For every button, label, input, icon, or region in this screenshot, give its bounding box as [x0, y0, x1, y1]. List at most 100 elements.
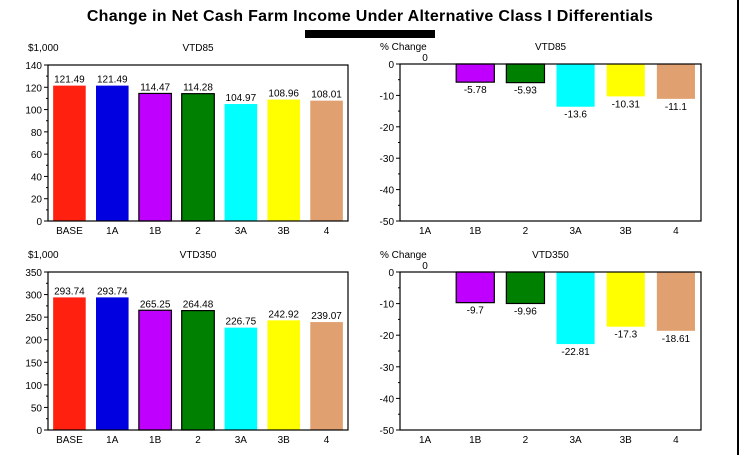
data-label: 242.92	[268, 309, 299, 320]
x-tick-label: 3B	[278, 435, 291, 446]
plot-frame	[47, 64, 349, 222]
x-tick-label: 3A	[569, 435, 582, 446]
x-tick-label: 1B	[469, 226, 482, 237]
y-tick-label: 120	[25, 83, 42, 94]
x-tick-label: BASE	[56, 435, 83, 446]
bar-3A	[224, 104, 258, 221]
bar-3B	[267, 99, 300, 221]
bar-1B	[455, 63, 495, 83]
x-tick-label: 2	[195, 435, 201, 446]
data-label: 114.28	[183, 83, 213, 94]
bar-3B	[606, 272, 645, 327]
data-label: -18.61	[662, 334, 691, 345]
y-tick-label: 150	[25, 358, 42, 369]
data-label: -5.78	[464, 85, 487, 96]
data-label: 108.96	[268, 89, 299, 100]
bar-1B	[138, 92, 173, 222]
x-tick-label: 4	[324, 435, 330, 446]
chart-title: VTD350	[532, 250, 569, 261]
bar-2	[181, 310, 215, 431]
title-underline-bar	[305, 30, 435, 38]
y-tick-label: 20	[31, 195, 43, 206]
bar-4	[310, 322, 343, 430]
x-tick-label: 1A	[106, 435, 119, 446]
x-tick-label: 1A	[106, 226, 119, 237]
data-label: 0	[422, 261, 428, 272]
y-tick-label: -30	[380, 154, 395, 165]
y-tick-label: 140	[25, 61, 42, 72]
data-label: -17.3	[614, 330, 637, 341]
y-tick-label: 100	[25, 106, 42, 117]
data-label: 293.74	[54, 286, 85, 297]
y-tick-label: -40	[380, 394, 395, 405]
y-tick-label: 0	[388, 60, 394, 71]
x-tick-label: 1A	[419, 226, 432, 237]
bar-2	[181, 93, 215, 222]
chart-title: VTD350	[180, 250, 217, 261]
y-tick-label: -20	[380, 331, 395, 342]
y-tick-label: -30	[380, 363, 395, 374]
y-tick-label: 0	[36, 426, 42, 437]
bar-3A	[224, 327, 258, 430]
y-tick-label: 100	[25, 381, 42, 392]
y-tick-label: 50	[31, 403, 43, 414]
bar-BASE	[53, 297, 86, 430]
bar-BASE	[53, 85, 86, 221]
bar-4	[656, 272, 695, 331]
y-tick-label: 350	[25, 268, 42, 279]
x-tick-label: 3A	[569, 226, 582, 237]
x-tick-label: 3A	[235, 226, 248, 237]
data-label: 108.01	[311, 90, 342, 101]
y-axis-label: % Change	[380, 42, 427, 53]
right-border-line	[737, 0, 739, 455]
data-label: -22.81	[561, 347, 590, 358]
data-label: 293.74	[97, 286, 128, 297]
y-tick-label: 250	[25, 313, 42, 324]
y-tick-label: 0	[388, 268, 394, 279]
x-tick-label: 4	[324, 226, 330, 237]
data-label: 264.48	[183, 300, 214, 311]
data-label: 239.07	[311, 311, 342, 322]
x-tick-label: 3B	[278, 226, 291, 237]
bar-3A	[556, 272, 595, 345]
plot-frame	[399, 271, 702, 431]
x-tick-label: 3B	[620, 226, 633, 237]
x-tick-label: 1B	[149, 435, 162, 446]
y-tick-label: -10	[380, 91, 395, 102]
x-tick-label: 4	[673, 226, 679, 237]
chart-title: VTD85	[535, 42, 567, 53]
y-tick-label: -10	[380, 300, 395, 311]
y-tick-label: 40	[31, 172, 43, 183]
bar-3A	[556, 64, 595, 107]
bar-3B	[606, 64, 645, 97]
data-label: -10.31	[612, 99, 641, 110]
bar-2	[505, 63, 546, 84]
y-axis-label: % Change	[380, 250, 427, 261]
bar-1A	[96, 85, 129, 221]
data-label: 265.25	[140, 299, 171, 310]
y-tick-label: 200	[25, 336, 42, 347]
y-axis-label: $1,000	[28, 43, 59, 54]
y-axis-label: $1,000	[28, 250, 59, 261]
y-tick-label: -50	[380, 217, 395, 228]
x-tick-label: BASE	[56, 226, 83, 237]
data-label: -5.93	[514, 86, 537, 97]
plot-frame	[399, 63, 702, 222]
x-tick-label: 1A	[419, 435, 432, 446]
data-label: -13.6	[564, 110, 587, 121]
data-label: 121.49	[97, 75, 128, 86]
bar-4	[656, 64, 695, 99]
y-tick-label: 0	[36, 217, 42, 228]
data-label: 121.49	[54, 75, 85, 86]
bar-1A	[96, 297, 129, 430]
y-tick-label: 300	[25, 291, 42, 302]
bar-3B	[267, 320, 300, 430]
x-tick-label: 1B	[469, 435, 482, 446]
y-tick-label: -20	[380, 123, 395, 134]
data-label: 226.75	[226, 317, 257, 328]
data-label: 0	[422, 53, 428, 64]
bar-1B	[138, 309, 173, 431]
data-label: 104.97	[226, 93, 257, 104]
